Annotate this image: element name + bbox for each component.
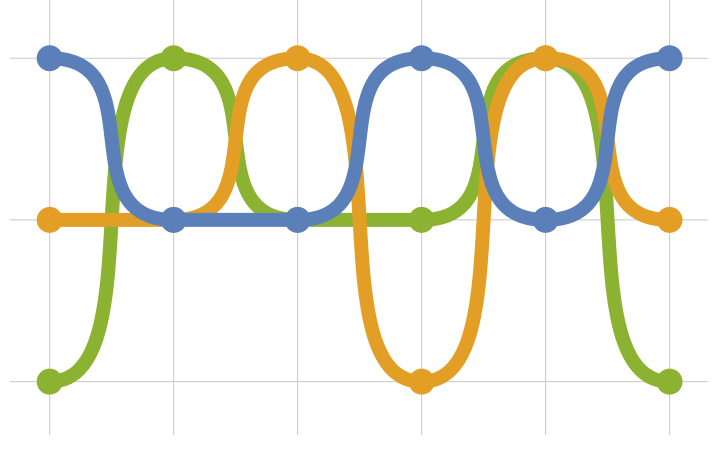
point-marker [532,206,559,233]
point-marker [160,45,187,72]
point-marker [656,206,683,233]
point-marker [284,206,311,233]
series-line [49,51,670,227]
point-marker [284,45,311,72]
point-marker [160,206,187,233]
point-marker [656,368,683,395]
point-marker [36,206,63,233]
point-marker [532,45,559,72]
point-marker [408,45,435,72]
point-marker [36,45,63,72]
point-marker [408,368,435,395]
point-marker [656,45,683,72]
point-marker [36,368,63,395]
point-marker [408,206,435,233]
